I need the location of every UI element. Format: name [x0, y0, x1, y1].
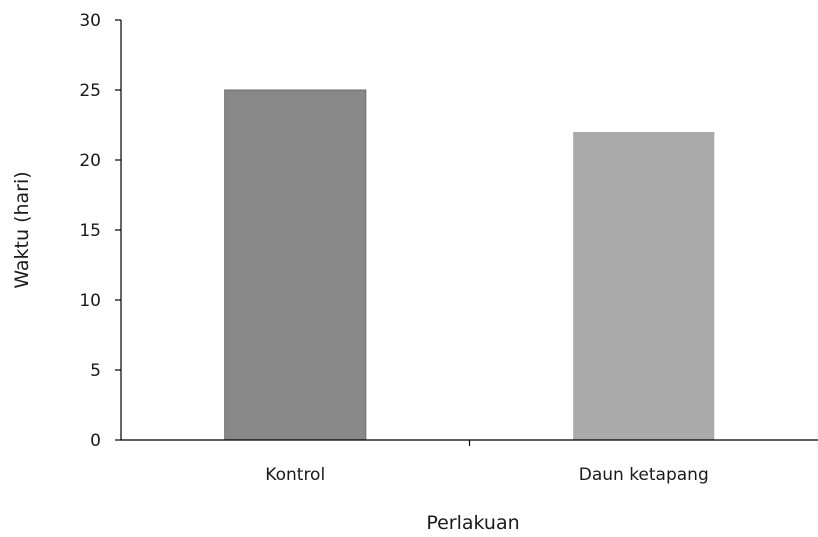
y-tick-label: 5: [90, 361, 101, 381]
bar-daun-ketapang: [573, 132, 715, 440]
bars-layer: [224, 89, 715, 441]
y-ticks: 0 5 10 15 20 25 30: [79, 11, 121, 451]
y-tick-label: 15: [79, 221, 101, 241]
y-tick-label: 30: [79, 11, 101, 31]
y-tick-label: 0: [90, 431, 101, 451]
x-axis-title: Perlakuan: [426, 512, 519, 533]
x-category-label: Daun ketapang: [579, 465, 709, 485]
y-axis-title: Waktu (hari): [11, 171, 33, 288]
y-tick-label: 10: [79, 291, 101, 311]
x-category-label: Kontrol: [265, 465, 325, 485]
x-ticks: Kontrol Daun ketapang: [265, 440, 709, 485]
y-tick-label: 20: [79, 151, 101, 171]
bar-kontrol: [224, 89, 367, 441]
y-tick-label: 25: [79, 81, 101, 101]
